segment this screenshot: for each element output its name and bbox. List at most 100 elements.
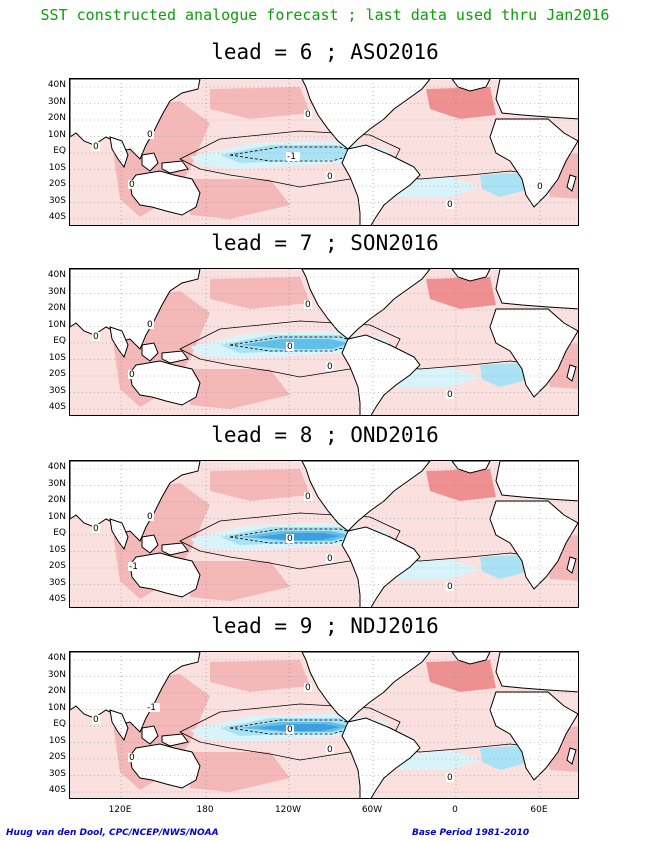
latitude-label: 20N [47, 113, 66, 123]
sst-anomaly-map: 0 0 -1 0 0 0 0 [69, 460, 579, 608]
latitude-label: 30N [47, 286, 66, 297]
longitude-label: 60W [361, 805, 383, 815]
land-africa [489, 308, 578, 398]
latitude-label: 30S [48, 385, 66, 396]
latitude-label: 10S [48, 162, 66, 173]
latitude-label: EQ [53, 528, 66, 538]
latitude-label: 20N [47, 303, 66, 313]
land-madagascar [566, 174, 577, 192]
land-borneo [141, 152, 159, 172]
contour-label-bg [326, 172, 334, 181]
latitude-label: EQ [53, 336, 66, 346]
latitude-label: 40S [48, 785, 66, 795]
contour-label: 0 [129, 180, 135, 190]
land-australia [129, 552, 201, 598]
land-north-america [301, 269, 431, 340]
contour-label-bg [304, 300, 312, 309]
cool-anomaly [480, 363, 530, 387]
land-australia [129, 743, 201, 789]
land-newguinea [161, 160, 189, 174]
latitude-label: EQ [53, 719, 66, 729]
land-newguinea [161, 542, 189, 556]
cool-anomaly [480, 555, 530, 579]
longitude-label: 120E [108, 805, 132, 815]
sst-map-svg: 0 0 -1 0 0 0 0 [70, 461, 578, 607]
figure-header: SST constructed analogue forecast ; last… [40, 6, 610, 24]
land-greenland [451, 652, 491, 665]
latitude-label: 30N [47, 478, 66, 489]
latitude-label: 20S [48, 369, 66, 379]
latitude-label: 40S [48, 402, 66, 412]
land-europe [495, 79, 578, 120]
land-greenland [451, 269, 491, 282]
contour-label-bg [446, 582, 454, 591]
contour-label-bg [92, 332, 100, 341]
land-europe [495, 652, 578, 693]
sst-map-svg: 0 0 0 0 0 0 0 [70, 269, 578, 415]
contour-label: 0 [93, 715, 99, 725]
contour-label-bg [446, 390, 454, 399]
warm-anomaly [210, 277, 310, 309]
latitude-label: 40N [47, 653, 66, 663]
contour-label: 0 [537, 182, 543, 192]
latitude-label: 30S [48, 577, 66, 588]
land-australia [129, 360, 201, 406]
land-borneo [141, 534, 159, 554]
contour-label: -1 [147, 703, 156, 713]
land-borneo [141, 725, 159, 745]
warm-anomaly [426, 277, 496, 309]
land-africa [489, 691, 578, 781]
contour-label: 0 [327, 172, 333, 182]
contour-label: 0 [287, 725, 293, 735]
contour-label-bg [304, 683, 312, 692]
land-south-america [341, 144, 421, 225]
latitude-label: 10S [48, 544, 66, 555]
contour-label-bg [536, 182, 544, 191]
land-africa [489, 118, 578, 208]
latitude-label: 40S [48, 594, 66, 604]
land-madagascar [566, 556, 577, 574]
latitude-label: 30S [48, 195, 66, 206]
land-asia [70, 79, 201, 160]
land-newguinea [161, 733, 189, 747]
contour-label: 0 [287, 342, 293, 352]
land-madagascar [566, 747, 577, 765]
warm-anomaly [210, 87, 310, 119]
warm-anomaly [190, 752, 290, 792]
contour-label-bg [304, 110, 312, 119]
footer-credit: Huug van den Dool, CPC/NCEP/NWS/NOAA [6, 828, 219, 838]
latitude-label: 10N [47, 702, 66, 713]
latitude-label: 20S [48, 752, 66, 762]
contour-label-bg [304, 492, 312, 501]
land-madagascar [566, 364, 577, 382]
longitude-label: 0 [452, 805, 458, 815]
contour-label: 0 [447, 773, 453, 783]
sst-map-svg: 0 0 0 0 0 -1 0 0 [70, 79, 578, 225]
contour-label-bg [446, 200, 454, 209]
longitude-label: 120W [274, 805, 302, 815]
contour-label: 0 [147, 512, 153, 522]
longitude-label: 60E [530, 805, 548, 815]
land-indochina [109, 518, 129, 551]
latitude-label: 10N [47, 129, 66, 140]
contour-label: 0 [147, 130, 153, 140]
land-south-america [341, 334, 421, 415]
latitude-label: 30S [48, 768, 66, 779]
panel-title: lead = 8 ; OND2016 [211, 423, 439, 447]
land-indochina [109, 709, 129, 742]
land-europe [495, 269, 578, 310]
land-south-america [341, 526, 421, 607]
contour-label: 0 [93, 524, 99, 534]
contour-label-bg [446, 773, 454, 782]
land-north-america [301, 79, 431, 150]
sst-anomaly-map: 0 0 0 0 0 0 0 [69, 268, 579, 416]
contour-label-bg [128, 753, 136, 762]
warm-anomaly [426, 469, 496, 501]
contour-label: 0 [447, 390, 453, 400]
contour-label-bg [128, 180, 136, 189]
contour-label-bg [326, 554, 334, 563]
latitude-label: 10S [48, 735, 66, 746]
latitude-label: 10N [47, 511, 66, 522]
warm-anomaly [426, 660, 496, 692]
latitude-label: 40N [47, 462, 66, 472]
